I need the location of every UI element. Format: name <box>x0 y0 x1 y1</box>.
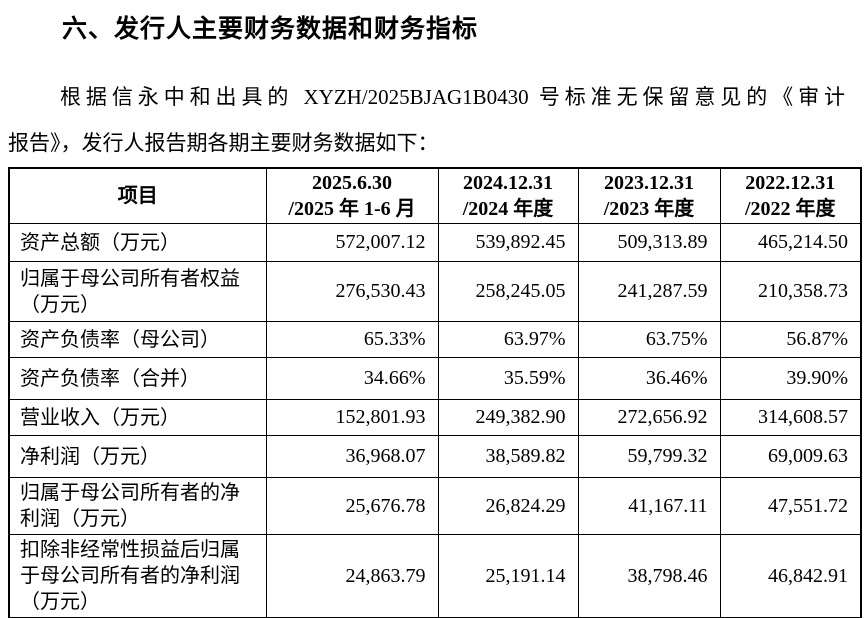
col-header-period-2025h1: 2025.6.30 /2025 年 1-6 月 <box>265 167 439 224</box>
value-cell: 24,863.79 <box>265 534 439 618</box>
table-row: 归属于母公司所有者的净利润（万元） 25,676.78 26,824.29 41… <box>8 477 862 535</box>
period-range: /2023 年度 <box>603 198 695 220</box>
value-cell: 36,968.07 <box>265 435 439 478</box>
value-cell: 539,892.45 <box>437 223 579 262</box>
period-range: /2022 年度 <box>744 198 836 220</box>
value-cell: 34.66% <box>265 357 439 400</box>
value-cell: 63.97% <box>437 321 579 358</box>
col-header-item: 项目 <box>8 167 267 224</box>
table-row: 资产总额（万元） 572,007.12 539,892.45 509,313.8… <box>8 223 862 262</box>
financial-data-table: 项目 2025.6.30 /2025 年 1-6 月 2024.12.31 /2… <box>8 167 862 618</box>
document-page: 六、发行人主要财务数据和财务指标 根据信永中和出具的 XYZH/2025BJAG… <box>0 13 867 618</box>
period-date: 2023.12.31 <box>604 172 694 194</box>
value-cell: 258,245.05 <box>437 261 579 322</box>
table-row: 扣除非经常性损益后归属于母公司所有者的净利润（万元） 24,863.79 25,… <box>8 534 862 618</box>
row-label-debt-ratio-consolidated: 资产负债率（合并） <box>8 357 267 400</box>
value-cell: 272,656.92 <box>577 399 721 436</box>
value-cell: 65.33% <box>265 321 439 358</box>
value-cell: 35.59% <box>437 357 579 400</box>
col-header-period-2023: 2023.12.31 /2023 年度 <box>577 167 721 224</box>
value-cell: 26,824.29 <box>437 477 579 535</box>
value-cell: 41,167.11 <box>577 477 721 535</box>
value-cell: 152,801.93 <box>265 399 439 436</box>
row-label-net-profit: 净利润（万元） <box>8 435 267 478</box>
row-label-net-profit-parent-excl-nonrecurring: 扣除非经常性损益后归属于母公司所有者的净利润（万元） <box>8 534 267 618</box>
value-cell: 509,313.89 <box>577 223 721 262</box>
row-label-parent-equity: 归属于母公司所有者权益（万元） <box>8 261 267 322</box>
period-date: 2025.6.30 <box>312 172 392 194</box>
section-heading: 六、发行人主要财务数据和财务指标 <box>62 15 479 43</box>
period-date: 2024.12.31 <box>463 172 553 194</box>
value-cell: 241,287.59 <box>577 261 721 322</box>
period-date: 2022.12.31 <box>745 172 836 194</box>
row-label-total-assets: 资产总额（万元） <box>8 223 267 262</box>
row-label-debt-ratio-parent: 资产负债率（母公司） <box>8 321 267 358</box>
table-row: 归属于母公司所有者权益（万元） 276,530.43 258,245.05 24… <box>8 261 862 322</box>
row-label-operating-revenue: 营业收入（万元） <box>8 399 267 436</box>
value-cell: 38,589.82 <box>437 435 579 478</box>
value-cell: 69,009.63 <box>719 435 862 478</box>
value-cell: 249,382.90 <box>437 399 579 436</box>
value-cell: 572,007.12 <box>265 223 439 262</box>
table-row: 净利润（万元） 36,968.07 38,589.82 59,799.32 69… <box>8 435 862 478</box>
value-cell: 59,799.32 <box>577 435 721 478</box>
period-range: /2025 年 1-6 月 <box>288 198 416 220</box>
row-label-net-profit-parent: 归属于母公司所有者的净利润（万元） <box>8 477 267 535</box>
value-cell: 25,191.14 <box>437 534 579 618</box>
value-cell: 276,530.43 <box>265 261 439 322</box>
value-cell: 465,214.50 <box>719 223 862 262</box>
value-cell: 47,551.72 <box>719 477 862 535</box>
intro-line-2: 报告》，发行人报告期各期主要财务数据如下： <box>8 131 439 155</box>
value-cell: 63.75% <box>577 321 721 358</box>
table-row: 营业收入（万元） 152,801.93 249,382.90 272,656.9… <box>8 399 862 436</box>
value-cell: 39.90% <box>719 357 862 400</box>
intro-line-1: 根据信永中和出具的 XYZH/2025BJAG1B0430 号标准无保留意见的《… <box>60 85 845 109</box>
value-cell: 36.46% <box>577 357 721 400</box>
col-header-period-2022: 2022.12.31 /2022 年度 <box>719 167 862 224</box>
col-header-period-2024: 2024.12.31 /2024 年度 <box>437 167 579 224</box>
value-cell: 38,798.46 <box>577 534 721 618</box>
period-range: /2024 年度 <box>462 198 554 220</box>
value-cell: 56.87% <box>719 321 862 358</box>
value-cell: 46,842.91 <box>719 534 862 618</box>
table-header-row: 项目 2025.6.30 /2025 年 1-6 月 2024.12.31 /2… <box>8 167 862 224</box>
table-row: 资产负债率（合并） 34.66% 35.59% 36.46% 39.90% <box>8 357 862 400</box>
table-row: 资产负债率（母公司） 65.33% 63.97% 63.75% 56.87% <box>8 321 862 358</box>
value-cell: 210,358.73 <box>719 261 862 322</box>
value-cell: 25,676.78 <box>265 477 439 535</box>
intro-paragraph: 根据信永中和出具的 XYZH/2025BJAG1B0430 号标准无保留意见的《… <box>8 74 845 166</box>
value-cell: 314,608.57 <box>719 399 862 436</box>
